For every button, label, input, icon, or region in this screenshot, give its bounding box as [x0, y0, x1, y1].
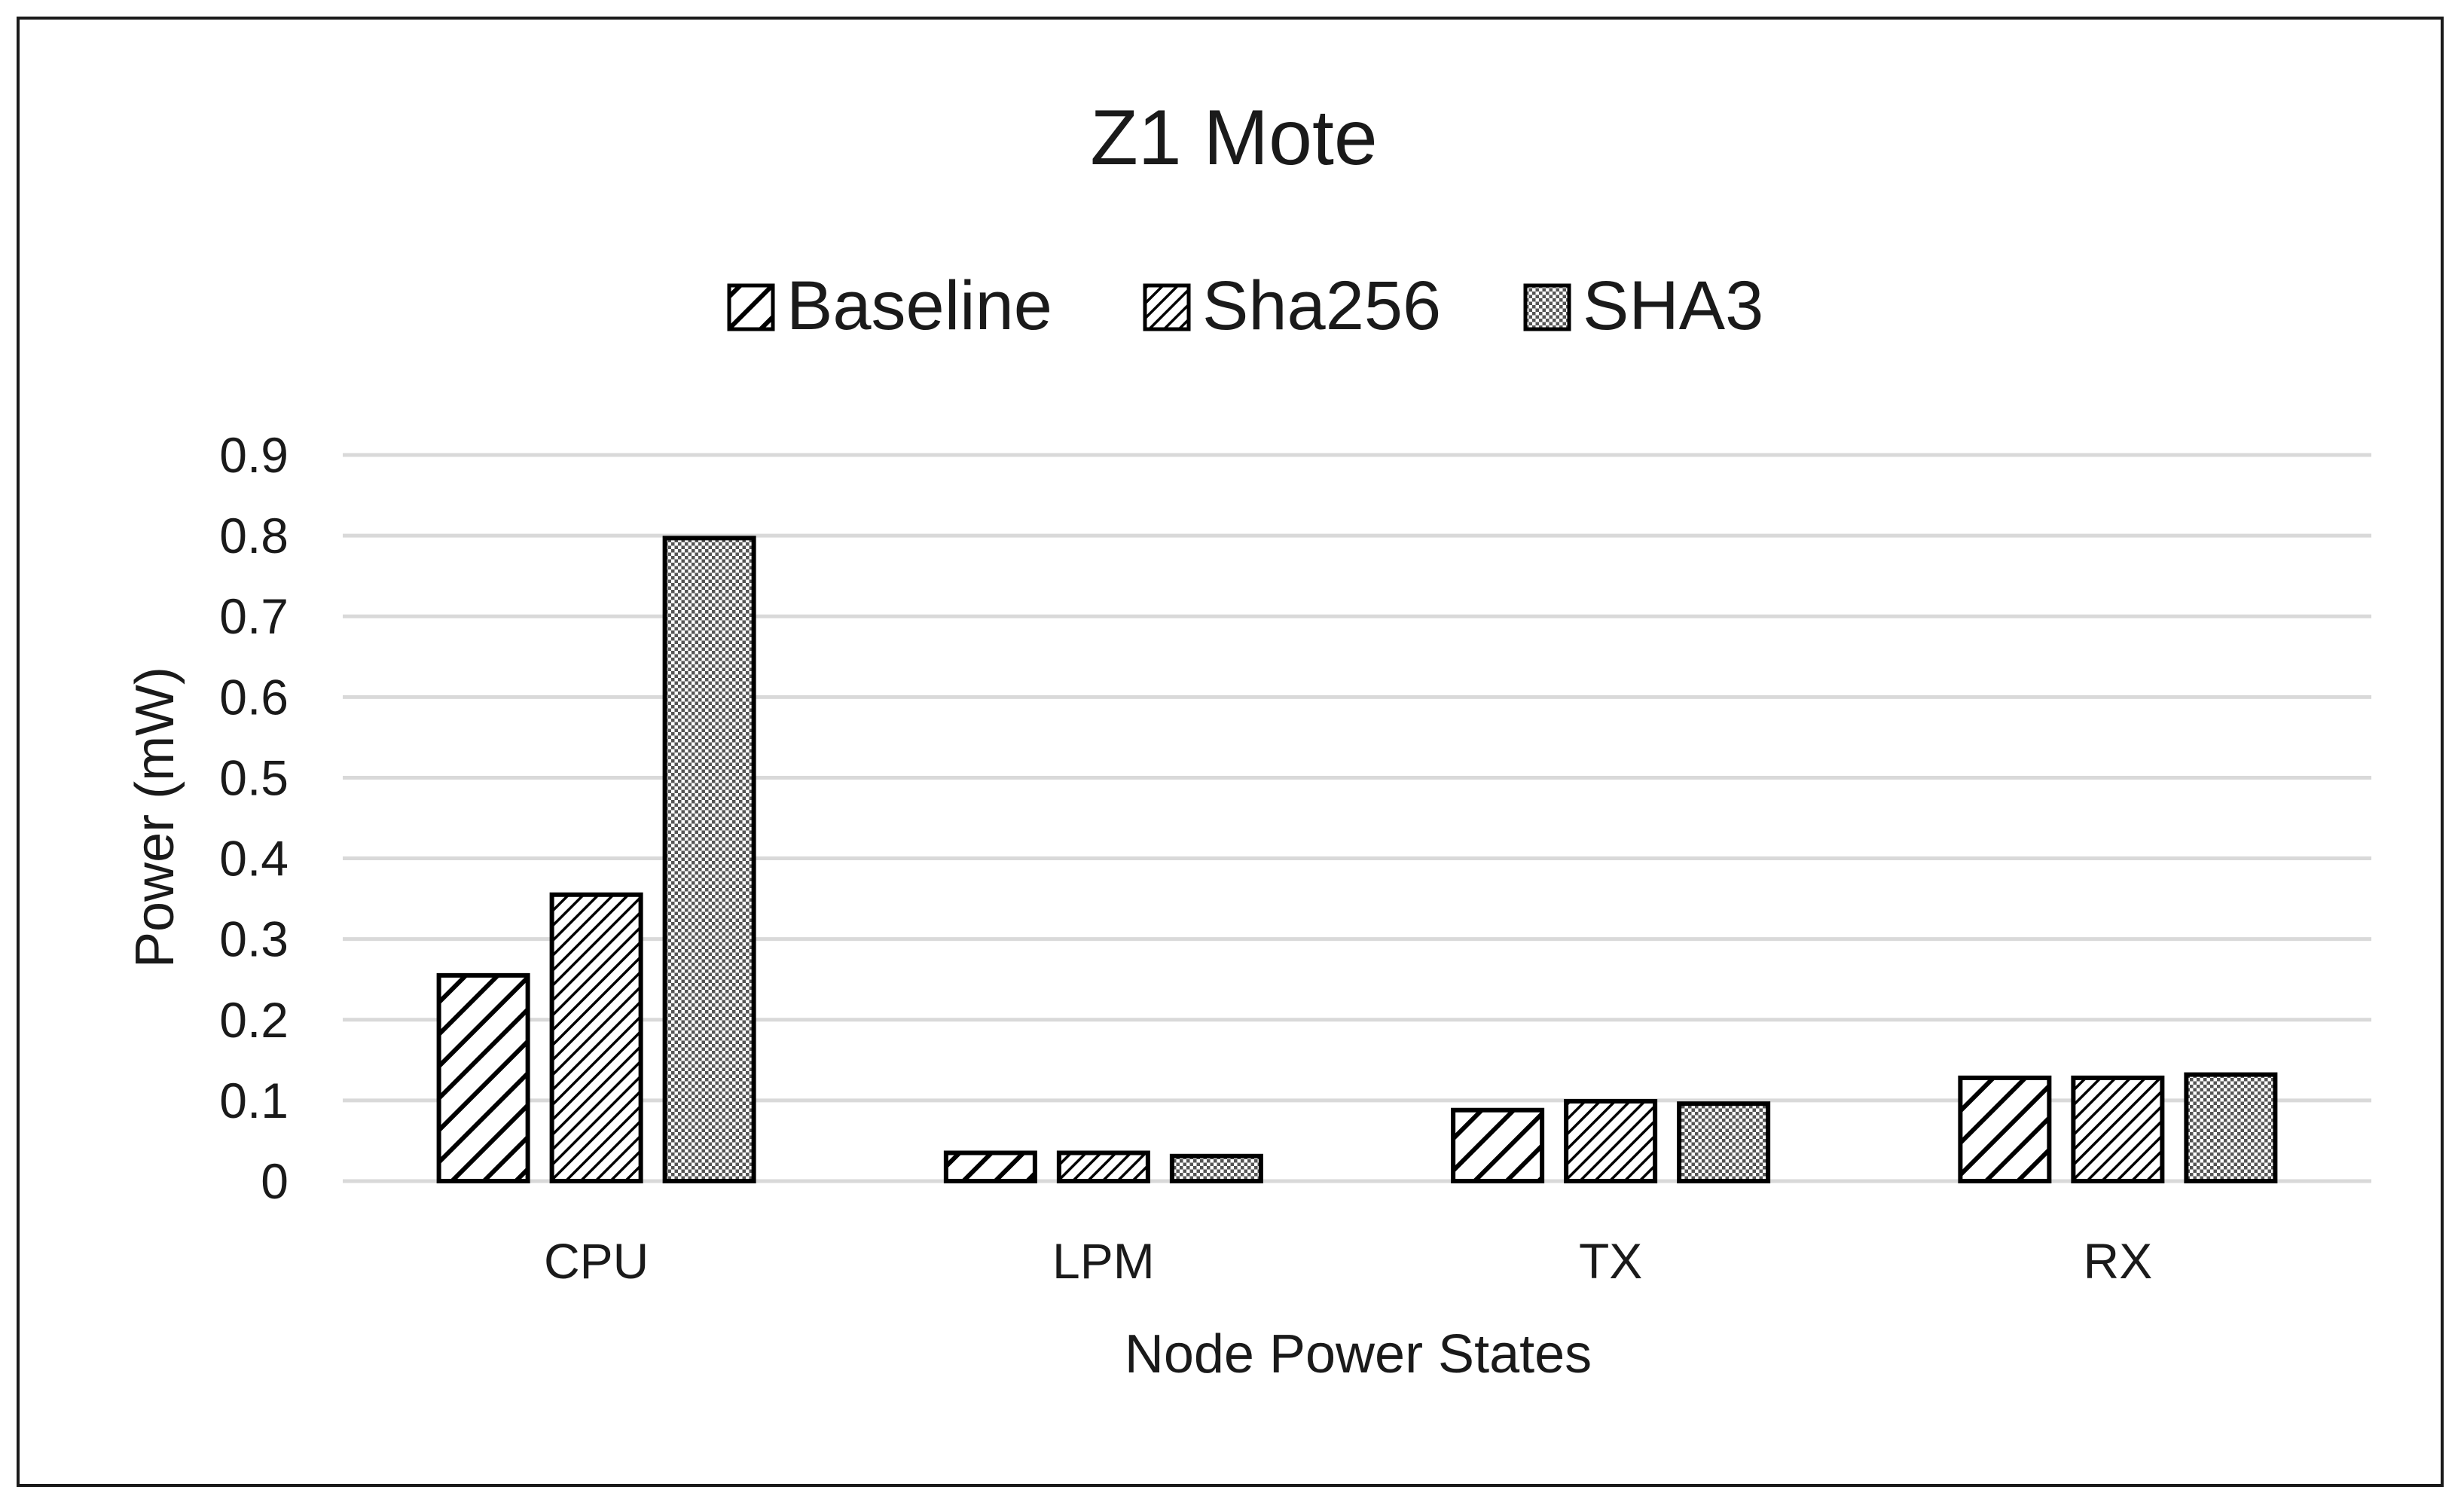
- legend-label: Baseline: [786, 267, 1052, 344]
- y-axis-label: Power (mW): [125, 667, 185, 968]
- legend-swatch: [1143, 283, 1191, 331]
- legend-label: SHA3: [1583, 267, 1763, 344]
- bars: [436, 536, 2278, 1184]
- x-tick-label: CPU: [544, 1233, 649, 1289]
- bar-sha3-cpu: [662, 536, 756, 1183]
- legend-label: Sha256: [1202, 267, 1441, 344]
- bar-baseline-cpu: [436, 972, 530, 1184]
- y-axis-ticks: 0 0.1 0.2 0.3 0.4 0.5 0.6 0.7 0.8 0.9: [219, 427, 289, 1209]
- x-axis-ticks: CPU LPM TX RX: [544, 1233, 2152, 1289]
- x-axis-label: Node Power States: [1125, 1324, 1592, 1384]
- y-tick-label: 0.5: [219, 749, 289, 805]
- legend: Baseline Sha256 SHA3: [727, 267, 1763, 344]
- bar-baseline-tx: [1451, 1107, 1545, 1183]
- y-tick-label: 0.8: [219, 508, 289, 563]
- x-tick-label: LPM: [1052, 1233, 1155, 1289]
- bar-sha256-rx: [2071, 1075, 2165, 1184]
- legend-swatch: [727, 283, 775, 331]
- bar-baseline-lpm: [943, 1150, 1037, 1183]
- y-tick-label: 0.7: [219, 588, 289, 644]
- y-tick-label: 0.9: [219, 427, 289, 483]
- y-tick-label: 0.6: [219, 669, 289, 725]
- y-tick-label: 0: [261, 1153, 289, 1209]
- legend-item: Baseline: [727, 267, 1052, 344]
- bar-sha256-cpu: [549, 892, 643, 1184]
- y-tick-label: 0.1: [219, 1073, 289, 1128]
- bar-sha256-lpm: [1056, 1150, 1150, 1183]
- chart-title: Z1 Mote: [1090, 94, 1377, 182]
- x-tick-label: TX: [1579, 1233, 1642, 1289]
- legend-item: Sha256: [1143, 267, 1441, 344]
- bar-sha3-tx: [1677, 1101, 1771, 1184]
- gridlines: [343, 453, 2371, 1183]
- bar-sha3-rx: [2184, 1072, 2278, 1183]
- y-tick-label: 0.3: [219, 911, 289, 967]
- x-tick-label: RX: [2084, 1233, 2153, 1289]
- y-tick-label: 0.2: [219, 992, 289, 1048]
- bar-sha3-lpm: [1169, 1153, 1263, 1183]
- legend-item: SHA3: [1523, 267, 1763, 344]
- legend-swatch: [1523, 283, 1571, 331]
- bar-baseline-rx: [1958, 1075, 2052, 1184]
- bar-sha256-tx: [1564, 1098, 1658, 1183]
- y-tick-label: 0.4: [219, 831, 289, 887]
- chart-frame: [17, 17, 2444, 1487]
